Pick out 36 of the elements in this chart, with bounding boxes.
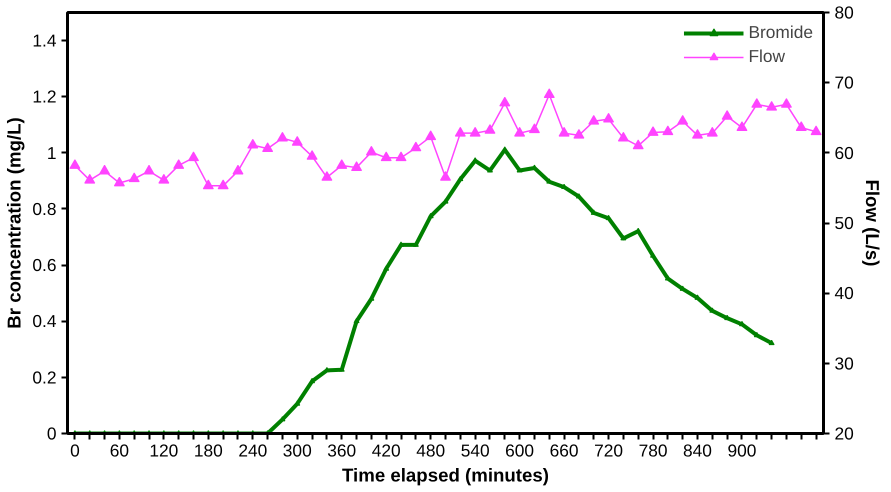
y-tick-label: 1.2 (32, 86, 57, 107)
x-tick-label: 840 (683, 440, 712, 460)
y2-tick-label: 40 (834, 283, 854, 304)
y-tick-label: 0.6 (32, 255, 57, 276)
y2-tick-label: 30 (834, 353, 854, 374)
x-tick-label: 180 (194, 440, 223, 460)
y2-tick-label: 50 (834, 213, 854, 233)
y2-tick-label: 70 (834, 72, 854, 93)
x-tick-label: 120 (149, 440, 178, 460)
x-tick-label: 300 (282, 440, 312, 460)
x-tick-label: 720 (594, 440, 624, 460)
x-tick-label: 540 (460, 440, 490, 460)
x-tick-label: 480 (416, 440, 446, 460)
x-tick-label: 600 (505, 440, 534, 460)
x-tick-label: 660 (550, 440, 579, 460)
y2-axis-title: Flow (L/s) (862, 179, 883, 267)
x-tick-label: 420 (372, 440, 401, 460)
y-tick-label: 0.4 (32, 311, 57, 332)
y2-tick-label: 80 (834, 2, 854, 22)
legend-label: Bromide (748, 22, 813, 43)
x-tick-label: 360 (327, 440, 356, 460)
x-tick-label: 60 (110, 440, 130, 460)
y-tick-label: 1 (46, 142, 57, 163)
y2-tick-label: 20 (834, 424, 854, 444)
x-tick-label: 0 (70, 440, 80, 460)
y-axis-title: Br concentration (mg/L) (3, 117, 24, 329)
x-tick-label: 780 (638, 440, 668, 460)
x-tick-label: 240 (238, 440, 268, 460)
y-tick-label: 0.2 (32, 367, 57, 388)
y2-tick-label: 60 (834, 142, 854, 163)
x-axis-title: Time elapsed (minutes) (342, 464, 550, 486)
legend-label: Flow (748, 46, 786, 67)
y-tick-label: 0 (46, 424, 57, 444)
x-tick-label: 900 (728, 440, 756, 460)
y-tick-label: 1.4 (32, 30, 57, 51)
y-tick-label: 0.8 (32, 198, 57, 219)
